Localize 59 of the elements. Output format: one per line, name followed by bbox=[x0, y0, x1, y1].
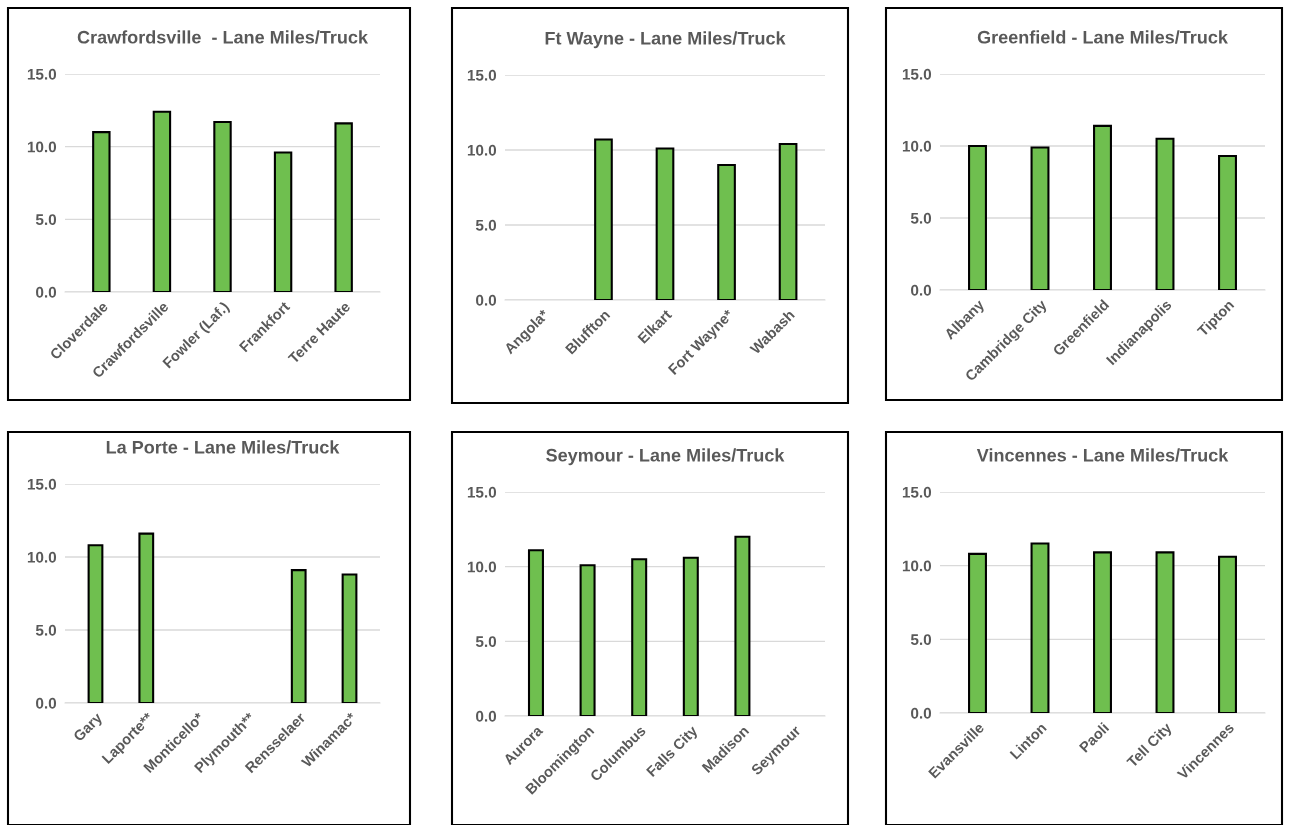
bar bbox=[334, 122, 353, 292]
bar bbox=[213, 120, 232, 292]
bar bbox=[273, 151, 293, 292]
chart-title: Ft Wayne - Lane Miles/Truck bbox=[545, 31, 786, 49]
bar bbox=[968, 144, 987, 290]
bar bbox=[152, 110, 172, 292]
y-tick-label: 0.0 bbox=[36, 697, 57, 709]
chart-title: Vincennes - Lane Miles/Truck bbox=[976, 448, 1229, 462]
bar bbox=[92, 131, 111, 292]
y-tick-label: 15.0 bbox=[902, 68, 932, 80]
y-tick-label: 15.0 bbox=[27, 68, 57, 80]
y-tick-label: 15.0 bbox=[467, 486, 497, 498]
bar bbox=[341, 573, 358, 703]
bar bbox=[579, 564, 596, 716]
y-tick-label: 5.0 bbox=[910, 212, 932, 224]
y-tick-label: 15.0 bbox=[902, 486, 932, 498]
y-tick-label: 0.0 bbox=[911, 284, 932, 296]
chart-title: Crawfordsville - Lane Miles/Truck bbox=[77, 30, 369, 44]
bar bbox=[968, 552, 987, 713]
bar bbox=[734, 535, 751, 716]
chart-title: Greenfield - Lane Miles/Truck bbox=[977, 30, 1228, 44]
bar bbox=[1093, 124, 1112, 290]
bar bbox=[1155, 551, 1175, 713]
y-tick-label: 5.0 bbox=[35, 624, 57, 636]
y-tick-label: 10.0 bbox=[27, 141, 57, 153]
bar bbox=[1218, 155, 1237, 290]
bar bbox=[594, 138, 613, 300]
bar bbox=[1093, 551, 1112, 713]
y-tick-label: 15.0 bbox=[27, 478, 57, 490]
y-tick-label: 0.0 bbox=[476, 710, 497, 722]
y-tick-label: 10.0 bbox=[902, 560, 932, 572]
y-tick-label: 5.0 bbox=[475, 219, 497, 231]
bar bbox=[1155, 137, 1175, 290]
chart-title: Seymour - Lane Miles/Truck bbox=[546, 448, 785, 466]
bar bbox=[631, 558, 648, 716]
chart-title: La Porte - Lane Miles/Truck bbox=[106, 440, 340, 454]
y-tick-label: 10.0 bbox=[27, 551, 57, 563]
y-tick-label: 5.0 bbox=[35, 214, 57, 226]
bar bbox=[1218, 555, 1237, 713]
y-tick-label: 0.0 bbox=[36, 286, 57, 298]
bar bbox=[1030, 146, 1050, 290]
y-tick-label: 10.0 bbox=[467, 144, 497, 156]
y-tick-label: 10.0 bbox=[467, 561, 497, 573]
bar bbox=[87, 544, 104, 703]
bar bbox=[682, 556, 699, 716]
x-tick-label: Tell City bbox=[1125, 721, 1175, 771]
bar bbox=[717, 163, 736, 300]
bar bbox=[778, 142, 798, 300]
y-tick-label: 15.0 bbox=[467, 69, 497, 81]
bar bbox=[527, 549, 544, 716]
y-tick-label: 5.0 bbox=[475, 636, 497, 648]
y-tick-label: 10.0 bbox=[902, 140, 932, 152]
y-tick-label: 5.0 bbox=[910, 634, 932, 646]
bar bbox=[1030, 542, 1050, 713]
bar bbox=[290, 569, 307, 703]
y-tick-label: 0.0 bbox=[476, 294, 497, 306]
bar bbox=[138, 532, 155, 703]
y-tick-label: 0.0 bbox=[911, 707, 932, 719]
bar bbox=[655, 147, 675, 300]
